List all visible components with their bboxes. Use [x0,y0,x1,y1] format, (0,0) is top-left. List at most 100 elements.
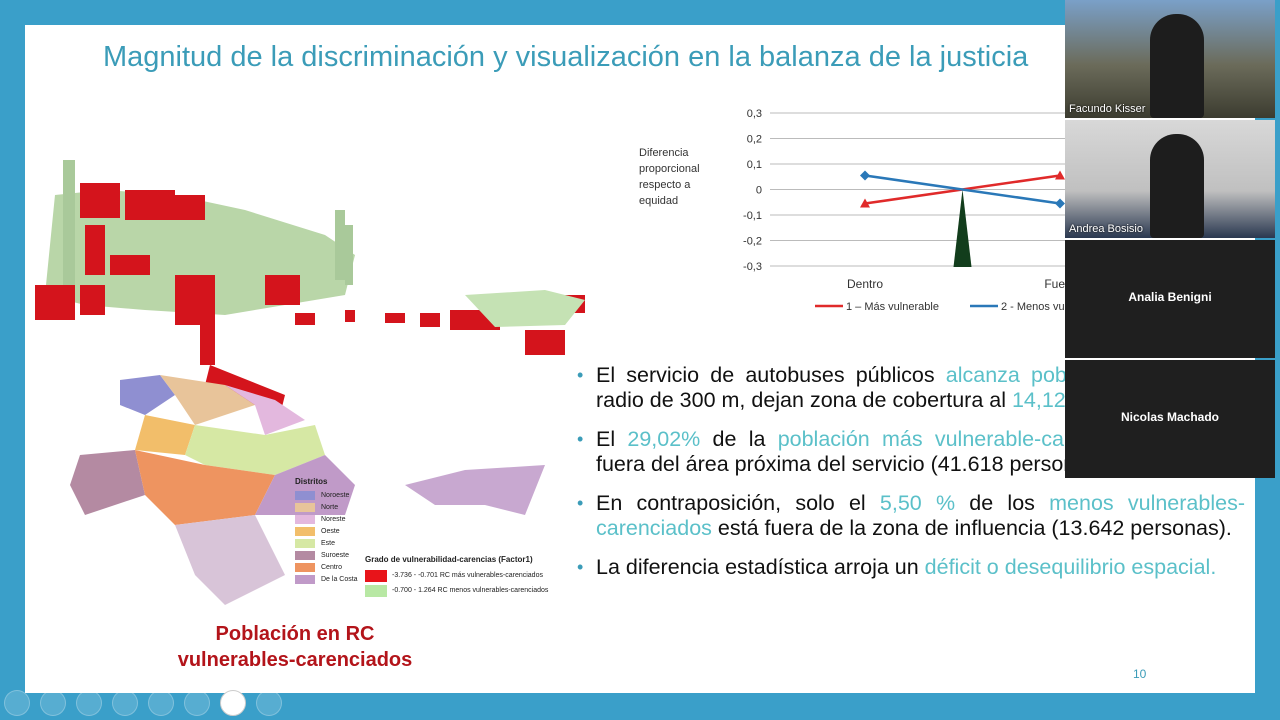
participant-tile[interactable]: Analia Benigni [1065,240,1275,358]
district-legend-swatch [295,490,315,500]
highlighted-text: menos vulnerables-carenciados [596,491,1245,540]
participant-tile[interactable]: Andrea Bosisio [1065,120,1275,238]
bullet-text: El [596,427,628,451]
slideshow-toolbar [0,688,300,718]
participant-name: Facundo Kisser [1069,103,1146,115]
pen-icon[interactable] [76,690,102,716]
bullet-list: El servicio de autobuses públicos alcanz… [573,363,1245,594]
district-noroeste [120,375,175,415]
bullet-text: La diferencia estadística arroja un [596,555,925,579]
highlighted-text: déficit o desequilibrio espacial. [924,555,1217,579]
participant-name: Analia Benigni [1128,290,1212,304]
district-legend-swatch [295,514,315,524]
next-icon[interactable] [40,690,66,716]
district-centro [135,450,275,525]
district-suroeste [70,450,145,515]
map-tower [345,225,353,285]
district-legend-item: Este [295,537,358,549]
map-caption-line2: vulnerables-carenciados [177,649,413,671]
previous-icon[interactable] [4,690,30,716]
data-point [860,170,870,181]
district-legend-item: Noreste [295,513,358,525]
district-legend-label: De la Costa [321,575,358,583]
district-legend-item: Noroeste [295,489,358,501]
data-point [1055,170,1065,180]
vulnerability-legend-label: -0.700 - 1.264 RC menos vulnerables-care… [392,587,549,594]
district-south [175,515,285,605]
bullet-text: El servicio de autobuses públicos [596,363,946,387]
district-legend-label: Norte [321,503,339,511]
vulnerability-legend-item: -3.736 - -0.701 RC más vulnerables-caren… [365,568,548,583]
district-map-svg [35,160,585,605]
district-legend-item: Norte [295,501,358,513]
x-category-label: Dentro [847,277,883,291]
district-de-la-costa [255,455,355,515]
vulnerability-legend-swatch [365,569,387,582]
participant-name: Nicolas Machado [1120,410,1220,424]
participant-panel: Facundo Kisser Andrea Bosisio Analia Benig… [1065,0,1280,480]
highlighted-text: 5,50 % [879,491,956,515]
legend-label: 1 – Más vulnerable [846,301,939,313]
zoom-icon[interactable] [148,690,174,716]
presentation-slide: Magnitud de la discriminación y visualiz… [25,25,1255,693]
district-legend-swatch [295,538,315,548]
district-legend-swatch [295,550,315,560]
district-oeste [135,415,195,455]
vulnerability-legend: Grado de vulnerabilidad-carencias (Facto… [365,555,548,598]
series-line [864,174,1061,205]
participant-tile[interactable]: Nicolas Machado [1065,360,1275,478]
y-tick-label: -0,2 [743,236,762,248]
bullet-item: En contraposición, solo el 5,50 % de los… [573,491,1245,541]
bullet-text [1020,363,1031,387]
fulcrum-triangle [953,189,972,267]
district-legend-swatch [295,502,315,512]
bullet-text: En contraposición, solo el [596,491,880,515]
highlighted-text: alcanza [945,363,1020,387]
line-chart: Diferencia proporcional respecto a equid… [635,100,1095,325]
district-legend-label: Suroeste [321,551,350,559]
district-legend-label: Noreste [321,515,346,523]
y-tick-label: -0,3 [743,261,762,273]
district-noreste [225,385,305,435]
participant-video-figure [1150,14,1204,118]
district-legend-item: Oeste [295,525,358,537]
district-legend-item: Centro [295,561,358,573]
bullet-item: El 29,02% de la población más vulnerable… [573,427,1245,477]
map-tower [335,210,345,280]
y-tick-label: -0,1 [743,210,762,222]
slide-title: Magnitud de la discriminación y visualiz… [103,41,1029,73]
district-este [185,425,325,475]
y-tick-label: 0,2 [747,134,762,146]
district-legend-label: Noroeste [321,491,350,499]
district-legend: Distritos Noroeste Norte Noreste Oeste Este S… [295,477,358,585]
participant-video-figure [1150,134,1204,238]
data-point [860,198,870,208]
bullet-item: La diferencia estadística arroja un défi… [573,555,1245,580]
bullet-text: de los [955,491,1050,515]
vulnerability-legend-item: -0.700 - 1.264 RC menos vulnerables-care… [365,583,548,598]
bullet-text: está fuera de la zona de influencia (13.… [711,516,1232,540]
map-tower [63,160,75,310]
slides-icon[interactable] [112,690,138,716]
district-legend-label: Oeste [321,527,340,535]
data-point [1055,198,1065,209]
district-legend-label: Este [321,539,336,547]
pointer-icon[interactable] [184,690,210,716]
district-legend-swatch [295,562,315,572]
y-tick-label: 0 [756,185,762,197]
map-caption-line1: Población en RC [215,623,375,645]
more-options-icon[interactable] [256,690,282,716]
vulnerability-legend-label: -3.736 - -0.701 RC más vulnerables-caren… [392,572,543,579]
camera-icon[interactable] [220,690,246,716]
participant-name: Andrea Bosisio [1069,223,1143,235]
y-tick-label: 0,3 [747,108,762,120]
bullet-text: de la [700,427,778,451]
participant-tile[interactable]: Facundo Kisser [1065,0,1275,118]
bullet-text: zona de cobertura al [803,388,1012,412]
page-number: 10 [1133,667,1147,681]
district-legend-item: Suroeste [295,549,358,561]
y-tick-label: 0,1 [747,159,762,171]
district-legend-label: Centro [321,563,343,571]
district-legend-item: De la Costa [295,573,358,585]
